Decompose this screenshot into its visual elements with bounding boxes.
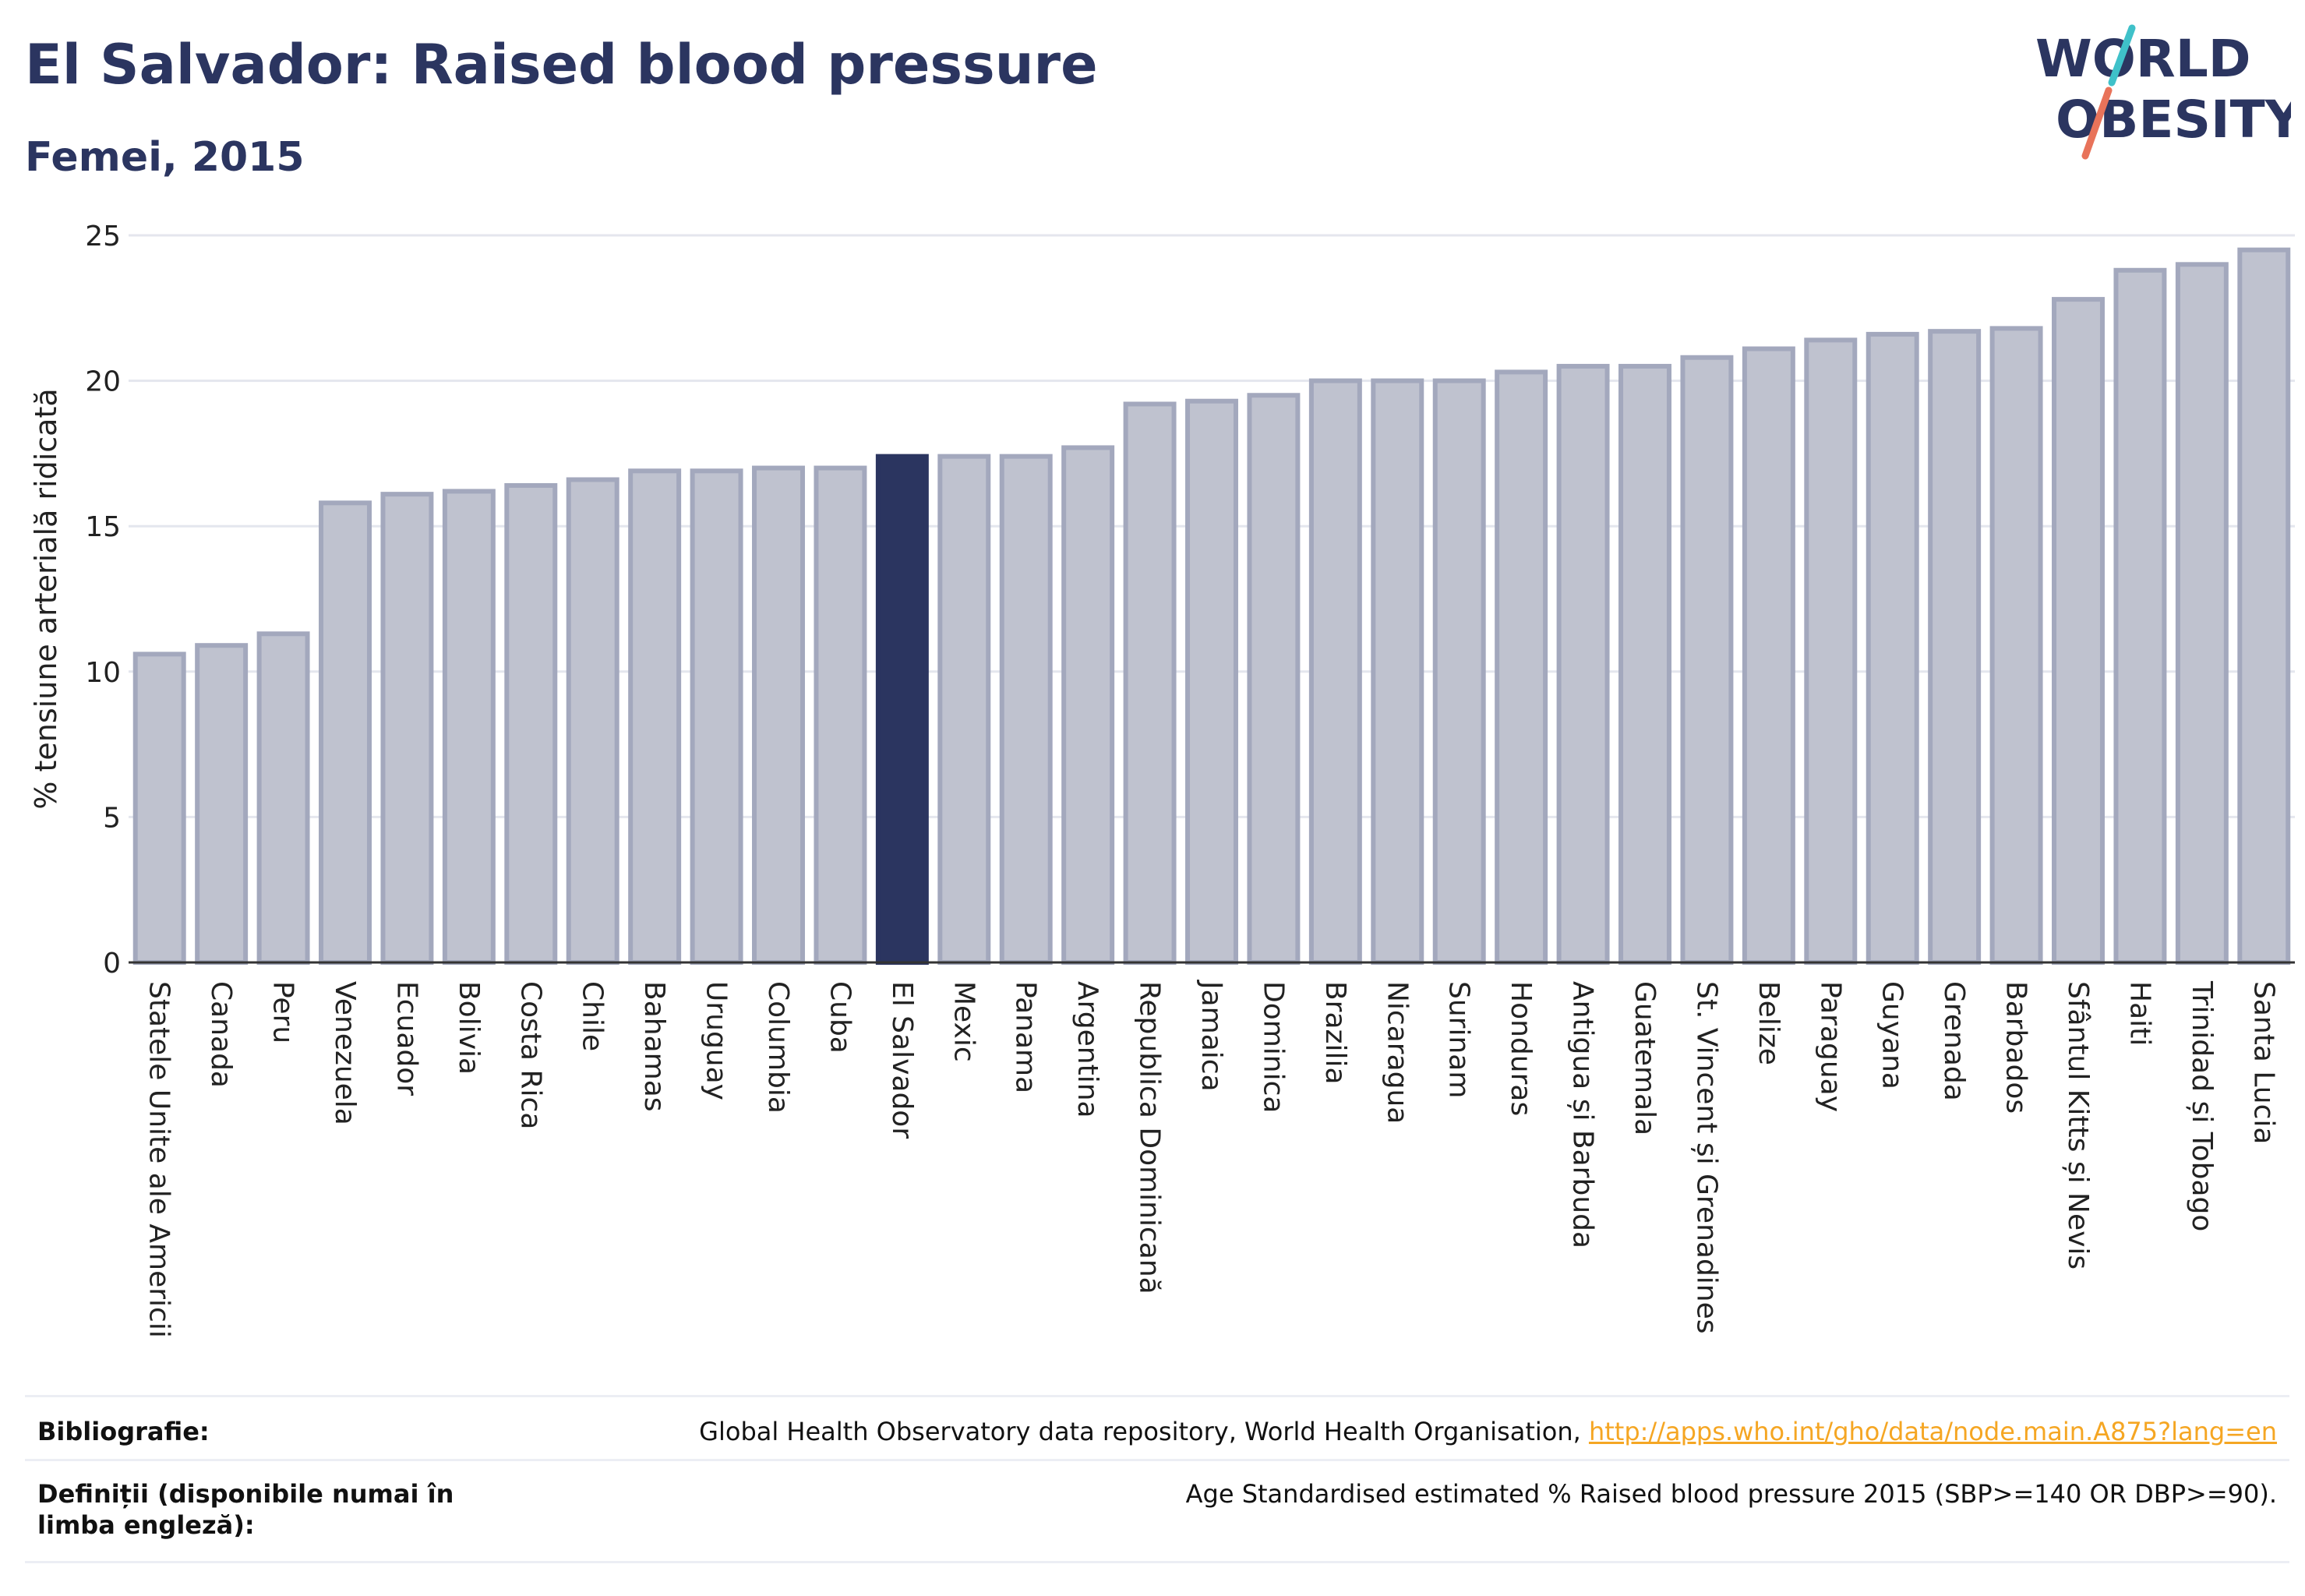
x-tick-label: Surinam [1443,981,1475,1098]
x-tick-label: Argentina [1071,981,1103,1118]
bar [380,492,434,965]
bar [504,482,558,965]
x-tick-labels: Statele Unite ale Americii Canada Peru Vene… [143,980,2280,1338]
logo-line1: WORLD [2035,29,2251,89]
x-tick-label: Jamaica [1195,980,1227,1092]
x-tick-label: Barbados [2000,981,2032,1114]
x-tick-label: Haiti [2123,981,2155,1046]
bar [690,468,743,965]
bar [1804,337,1858,966]
x-tick-label: Bahamas [638,981,670,1112]
x-tick-label: Canada [205,981,237,1088]
definitions-text: Age Standardised estimated % Raised bloo… [1185,1479,2277,1509]
bar [1989,326,2043,965]
x-tick-label: Costa Rica [514,981,546,1129]
x-tick-label: Sfântul Kitts și Nevis [2062,981,2094,1269]
x-tick-label: Cuba [824,981,856,1054]
bar [132,651,186,966]
bar [752,465,805,965]
bar [814,465,867,965]
chart-title: El Salvador: Raised blood pressure [25,33,1098,97]
x-tick-label: Grenada [1938,981,1970,1101]
definitions-row: Definiții (disponibile numai în limba en… [25,1459,2289,1563]
y-tick-labels: 0 5 10 15 20 25 [85,221,121,980]
y-tick-label: 25 [85,221,121,252]
y-axis-label: % tensiune arterială ridicată [29,388,63,809]
bar [1742,346,1795,966]
x-tick-label: Brazilia [1319,981,1351,1085]
bar [1928,329,1982,965]
x-tick-label: Bolivia [453,981,485,1075]
x-tick-label: Peru [267,981,299,1043]
logo-slash-teal [2108,24,2136,87]
x-tick-label: Antigua și Barbuda [1567,981,1599,1248]
bar-chart: 0 5 10 15 20 25 Statele Unite ale Americii Can… [29,221,2295,1338]
bar [1495,369,1548,966]
sources-row: Bibliografie: Global Health Observatory … [25,1395,2289,1461]
bar [1308,378,1362,966]
x-tick-label: Mexic [948,981,980,1062]
bar [1123,401,1177,965]
x-tick-label: Honduras [1505,981,1537,1116]
sources-label: Bibliografie: [37,1417,210,1446]
x-tick-label: Belize [1753,981,1784,1065]
y-tick-label: 20 [85,366,121,398]
x-tick-label: Santa Lucia [2247,981,2279,1144]
bar [628,468,682,965]
bar [442,489,496,965]
logo-slash-coral [2081,87,2113,160]
sources-link[interactable]: http://apps.who.int/gho/data/node.main.A… [1588,1417,2277,1446]
bar [1618,363,1671,965]
x-tick-label: Chile [577,981,609,1051]
y-tick-label: 15 [85,511,121,543]
bar [2113,267,2167,965]
bar [1247,393,1301,965]
y-tick-label: 10 [85,657,121,689]
x-tick-label: Paraguay [1814,981,1846,1112]
bars [132,247,2291,966]
x-tick-label: Columbia [762,981,794,1114]
x-tick-label: El Salvador [886,981,918,1139]
x-tick-label: Guyana [1876,981,1908,1089]
x-tick-label: Uruguay [701,981,732,1100]
bar [2237,247,2291,966]
chart-subtitle: Femei, 2015 [25,134,305,181]
x-tick-label: Dominica [1257,981,1289,1114]
bar [2052,297,2105,965]
sources-text-wrap: Global Health Observatory data repositor… [699,1416,2277,1447]
x-tick-label: Venezuela [329,981,361,1125]
y-tick-label: 5 [103,802,121,834]
bar [256,631,310,965]
bar [937,454,991,965]
bar [1061,445,1115,966]
bar [319,500,372,965]
bar-highlight [875,454,929,965]
x-tick-label: Trinidad și Tobago [2186,980,2218,1231]
x-tick-label: Panama [1010,981,1042,1093]
bar [1371,378,1424,966]
x-tick-label: St. Vincent și Grenadines [1690,981,1722,1334]
sources-text: Global Health Observatory data repositor… [699,1417,1581,1446]
bar [2175,262,2229,965]
bar [195,643,249,965]
bar [1680,355,1734,965]
bar [1432,378,1486,966]
x-tick-label: Republica Dominicană [1134,981,1166,1294]
y-tick-label: 0 [103,948,121,980]
bar [1866,331,1919,965]
bar [1185,398,1238,965]
bar [566,477,619,966]
x-tick-label: Nicaragua [1381,981,1413,1124]
bar [999,454,1053,965]
x-tick-label: Ecuador [390,981,422,1096]
definitions-label: Definiții (disponibile numai în limba en… [37,1479,454,1540]
world-obesity-logo: WORLD OBESITY [2035,24,2291,160]
x-tick-label: Statele Unite ale Americii [143,981,175,1338]
bar [1556,363,1610,965]
x-tick-label: Guatemala [1629,981,1661,1135]
footer: Bibliografie: Global Health Observatory … [25,1395,2289,1566]
